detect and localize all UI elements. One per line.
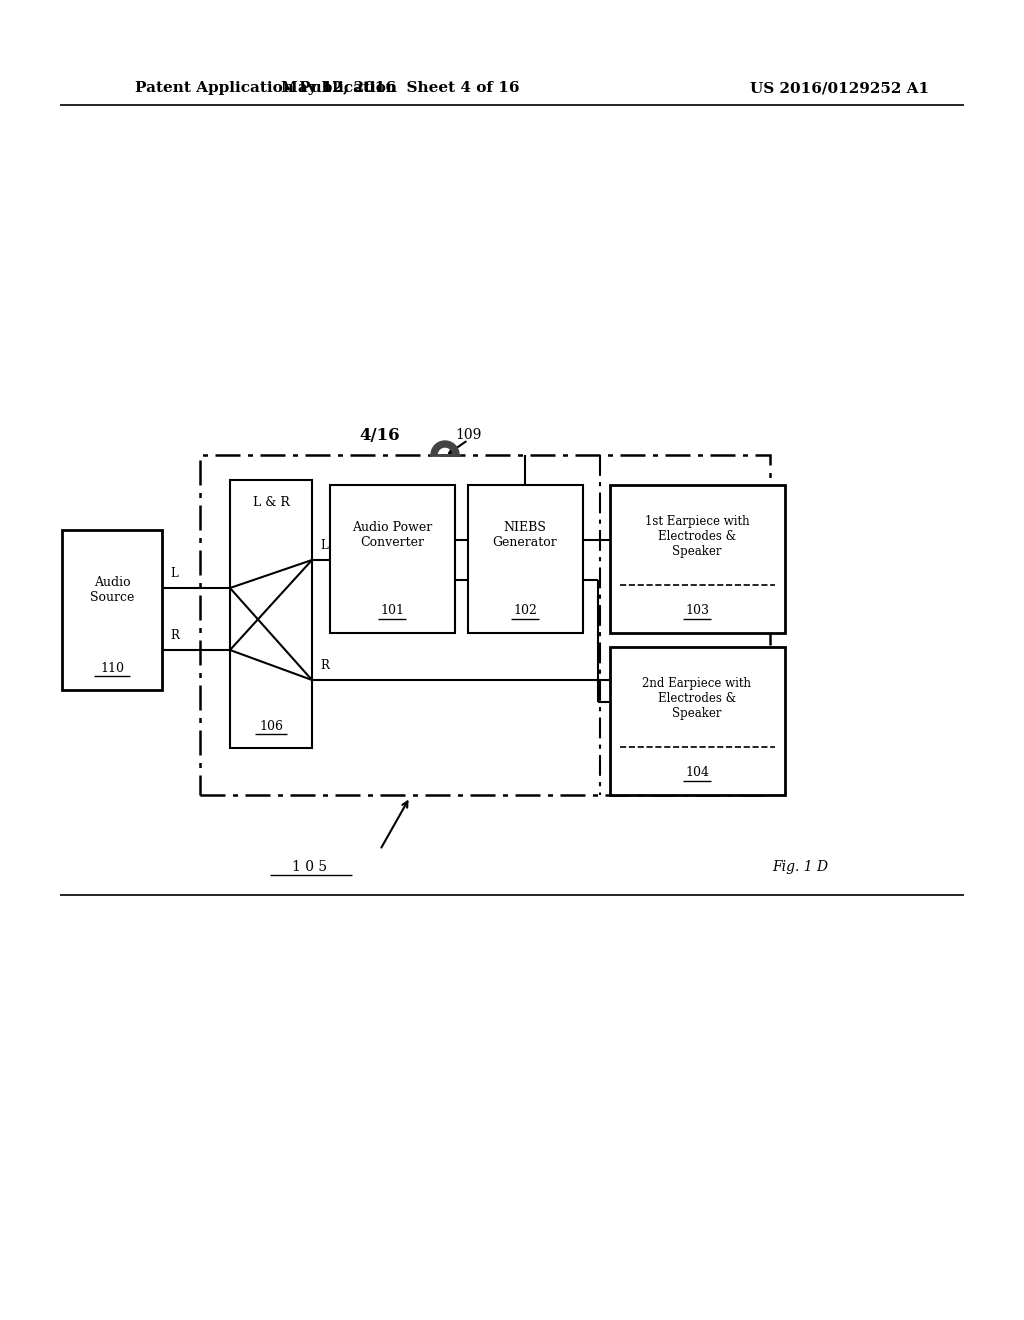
Text: 4/16: 4/16: [359, 426, 400, 444]
Text: Audio Power
Converter: Audio Power Converter: [352, 521, 432, 549]
Text: R: R: [170, 630, 179, 642]
Text: 106: 106: [259, 719, 283, 733]
Bar: [330, 484, 455, 634]
Text: 1st Earpiece with
Electrodes &
Speaker: 1st Earpiece with Electrodes & Speaker: [645, 516, 750, 558]
Polygon shape: [431, 441, 459, 455]
Text: 2nd Earpiece with
Electrodes &
Speaker: 2nd Earpiece with Electrodes & Speaker: [642, 677, 752, 721]
Bar: [230, 480, 312, 748]
Bar: [200, 455, 770, 795]
Text: L: L: [319, 539, 328, 552]
Text: Audio
Source: Audio Source: [90, 576, 134, 605]
Text: 104: 104: [685, 767, 709, 780]
Text: May 12, 2016  Sheet 4 of 16: May 12, 2016 Sheet 4 of 16: [281, 81, 519, 95]
Text: NIEBS
Generator: NIEBS Generator: [493, 521, 557, 549]
Bar: [610, 647, 785, 795]
Text: Fig. 1 D: Fig. 1 D: [772, 861, 828, 874]
Text: 110: 110: [100, 661, 124, 675]
Bar: [468, 484, 583, 634]
Text: Patent Application Publication: Patent Application Publication: [135, 81, 397, 95]
Text: R: R: [319, 659, 329, 672]
Text: 103: 103: [685, 605, 709, 618]
Text: US 2016/0129252 A1: US 2016/0129252 A1: [750, 81, 929, 95]
Text: 101: 101: [380, 605, 404, 618]
Bar: [62, 531, 162, 690]
Text: 1 0 5: 1 0 5: [293, 861, 328, 874]
Text: 109: 109: [455, 428, 481, 442]
Text: 102: 102: [513, 605, 537, 618]
Bar: [610, 484, 785, 634]
Text: L: L: [170, 568, 178, 579]
Text: L & R: L & R: [253, 495, 290, 508]
